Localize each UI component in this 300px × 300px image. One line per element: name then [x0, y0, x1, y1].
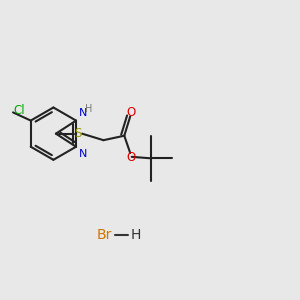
Text: H: H	[85, 104, 92, 114]
Text: Br: Br	[96, 228, 112, 242]
Text: S: S	[74, 127, 82, 140]
Text: O: O	[127, 151, 136, 164]
Text: Cl: Cl	[14, 104, 26, 117]
Text: H: H	[131, 228, 141, 242]
Text: N: N	[78, 108, 87, 118]
Text: N: N	[78, 149, 87, 159]
Text: O: O	[127, 106, 136, 119]
